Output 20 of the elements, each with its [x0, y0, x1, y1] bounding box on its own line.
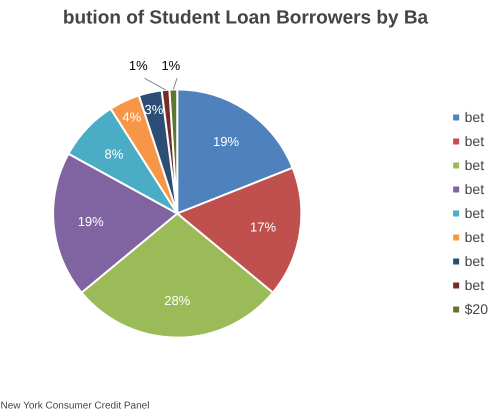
data-label: 19% — [78, 214, 104, 230]
legend-label: bet — [464, 109, 485, 125]
data-label: 1% — [128, 58, 148, 74]
legend-label: bet — [464, 133, 485, 149]
chart-title: bution of Student Loan Borrowers by Ba — [62, 8, 429, 28]
data-label: 28% — [164, 292, 191, 308]
data-label: 8% — [104, 146, 124, 162]
data-label: 17% — [250, 220, 276, 235]
legend-label: bet — [464, 157, 485, 173]
legend-label: bet — [464, 253, 485, 269]
legend-label: bet — [464, 205, 485, 221]
data-label: 4% — [122, 109, 142, 124]
text: New York Consumer Credit Panel — [0, 400, 150, 412]
data-label: 1% — [161, 58, 181, 74]
data-label: 3% — [144, 102, 164, 117]
legend-label: $20 — [464, 301, 488, 317]
data-label: 19% — [213, 134, 240, 150]
legend-label: bet — [464, 277, 485, 293]
legend-label: bet — [464, 181, 485, 197]
legend-label: bet — [464, 229, 485, 245]
